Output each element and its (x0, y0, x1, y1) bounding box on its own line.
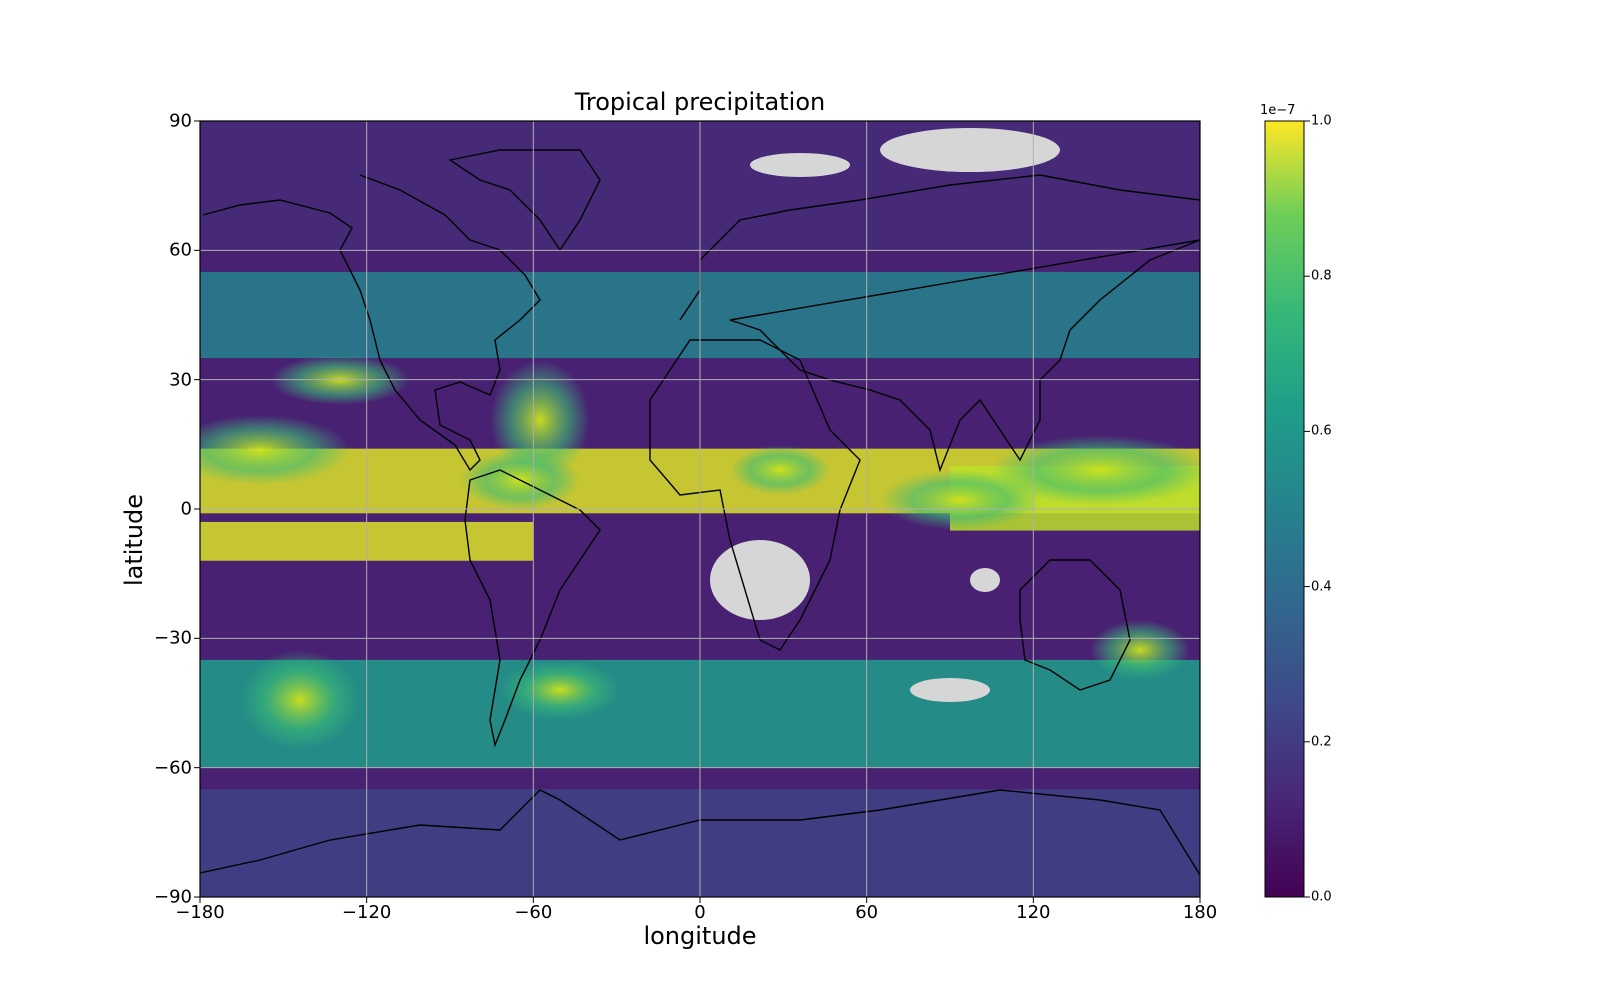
colorbar-tick-label: 0.6 (1311, 423, 1332, 439)
precip-blob-6 (240, 650, 360, 750)
x-tick-label: −120 (341, 902, 392, 923)
x-tick-label: 120 (1016, 902, 1051, 923)
south-america-coast (464, 469, 601, 748)
colorbar-multiplier: 1e−7 (1260, 103, 1296, 118)
x-tick-label: −60 (514, 902, 553, 923)
precip-blob-8 (1090, 620, 1190, 680)
missing-data-patch-3 (970, 568, 1000, 592)
precip-blob-2 (490, 360, 590, 480)
missing-data-patch-4 (910, 678, 990, 702)
precip-blob-0 (200, 415, 350, 485)
y-tick-label: 30 (169, 369, 192, 391)
missing-data-patch-0 (710, 540, 810, 620)
y-tick-label: −90 (154, 886, 192, 908)
y-axis-label: latitude (120, 493, 148, 587)
y-tick-label: −30 (154, 627, 192, 649)
x-axis-label: longitude (643, 922, 757, 950)
x-tick-label: 180 (1182, 902, 1218, 923)
australia-coast (1019, 559, 1131, 691)
colorbar-tick-label: 0.0 (1311, 889, 1332, 905)
africa-coast (649, 339, 861, 651)
precip-blob-5 (880, 470, 1040, 530)
colorbar-tick-label: 0.2 (1311, 734, 1332, 750)
axes-frame (199, 120, 1201, 898)
north-america-coast (202, 174, 541, 472)
y-tick-label: −60 (154, 757, 192, 779)
missing-data-patch-1 (880, 128, 1060, 172)
colorbar (1264, 120, 1305, 898)
colorbar-tick-label: 1.0 (1311, 113, 1332, 129)
y-tick-label: 0 (180, 498, 192, 520)
precip-blob-7 (500, 660, 620, 720)
missing-data-patch-2 (750, 153, 850, 177)
x-tick-label: −180 (175, 902, 225, 923)
y-tick-label: 90 (169, 110, 192, 132)
precip-blob-9 (730, 445, 830, 495)
antarctica-coast (200, 789, 1200, 876)
y-tick-label: 60 (169, 239, 192, 261)
colorbar-tick-label: 0.4 (1311, 579, 1332, 595)
greenland-coast (448, 149, 601, 252)
precip-blob-4 (990, 435, 1200, 505)
tick-marks (194, 120, 1201, 903)
colorbar-tick-marks (1304, 120, 1310, 898)
coastlines (200, 149, 1200, 876)
chart-title: Tropical precipitation (574, 88, 826, 116)
x-tick-label: 60 (855, 902, 879, 923)
colorbar-tick-label: 0.8 (1311, 268, 1332, 284)
x-tick-label: 0 (694, 902, 706, 923)
